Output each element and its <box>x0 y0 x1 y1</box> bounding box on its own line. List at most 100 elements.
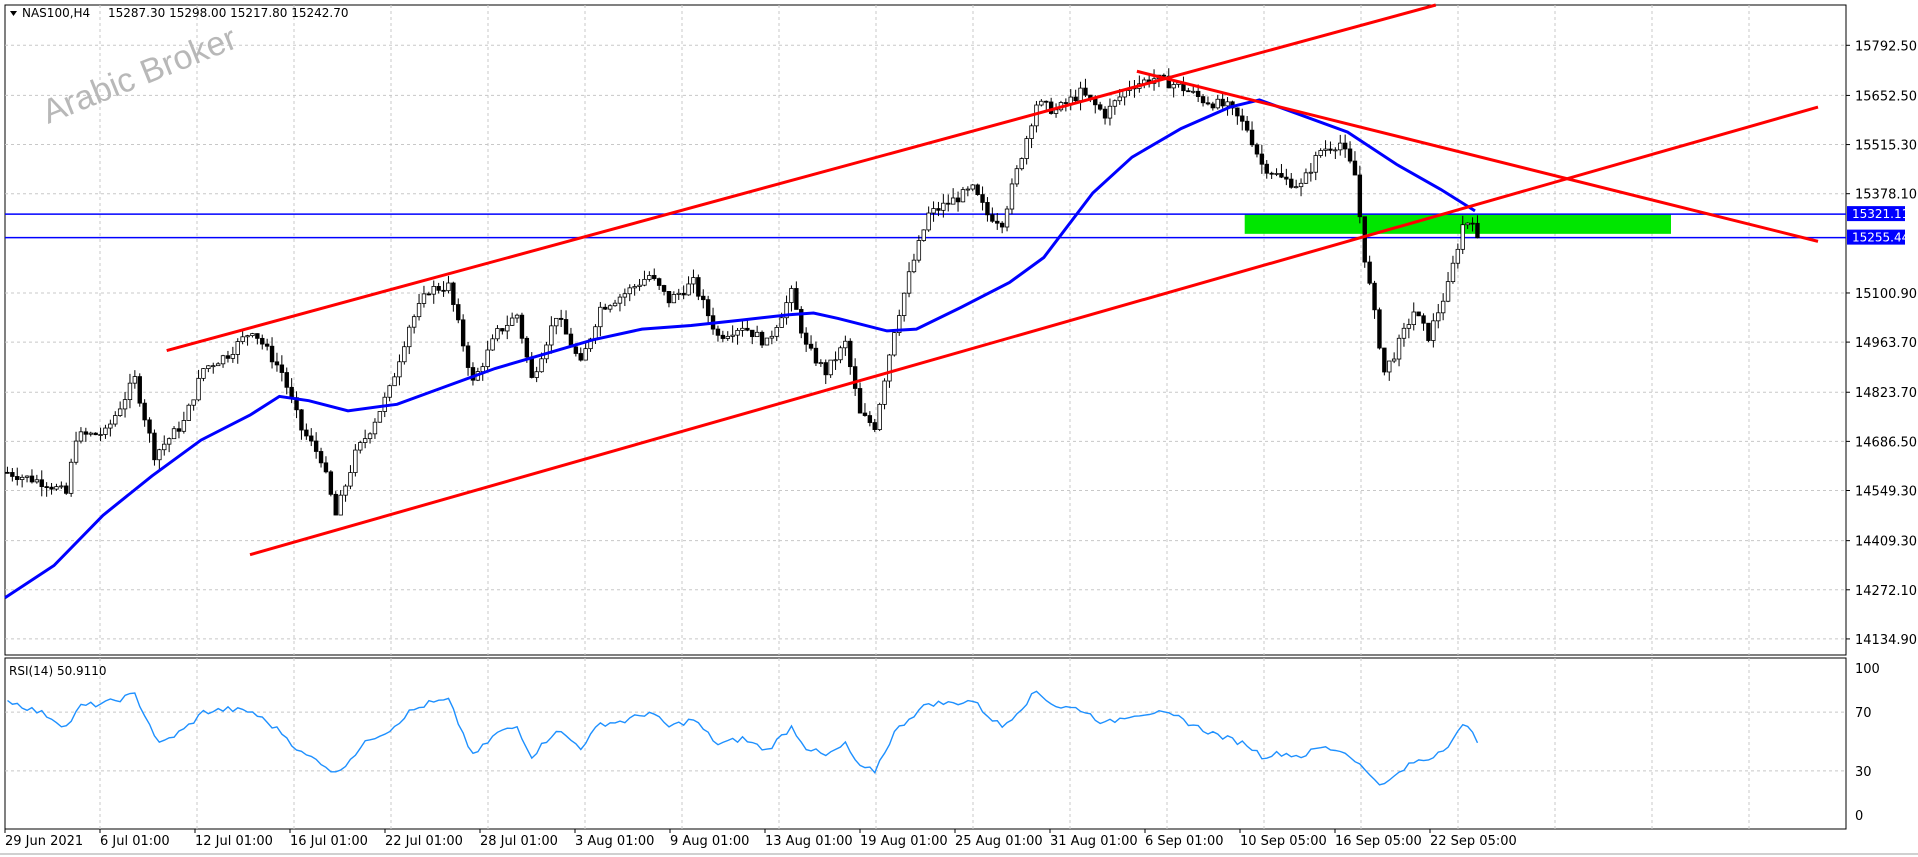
candle-body <box>931 208 936 214</box>
candle-body <box>701 295 706 301</box>
candle-body <box>622 293 628 298</box>
candle-body <box>1470 222 1475 225</box>
candle-body <box>49 486 54 490</box>
candle-body <box>108 423 113 429</box>
candle-body <box>1362 216 1367 263</box>
candle-body <box>274 361 280 366</box>
candle-body <box>950 197 956 205</box>
time-tick-label: 22 Jul 01:00 <box>385 834 463 849</box>
candle-body <box>132 376 138 384</box>
candle-body <box>573 346 579 354</box>
price-axis[interactable]: 15792.50 15652.50 15515.30 15378.10 15100.90… <box>1846 39 1917 648</box>
candle-body <box>735 329 740 336</box>
support-zone-rect[interactable] <box>1244 214 1671 234</box>
time-tick-label: 12 Jul 01:00 <box>195 834 273 849</box>
candle-body <box>774 327 779 337</box>
candle-body <box>926 212 931 231</box>
candle-body <box>1117 96 1122 102</box>
candle-body <box>534 371 539 378</box>
candle-body <box>833 359 838 362</box>
candle-body <box>862 412 868 416</box>
candle-body <box>642 278 647 286</box>
candle-body <box>720 334 726 339</box>
candle-body <box>68 461 74 494</box>
candle-body <box>549 325 554 346</box>
candle-body <box>784 302 789 319</box>
candle-body <box>1293 186 1299 189</box>
moving-average-line <box>4 98 1476 599</box>
candle-body <box>901 292 907 316</box>
candle-body <box>1225 101 1230 107</box>
candle-body <box>269 345 275 363</box>
candle-body <box>955 197 961 203</box>
candle-body <box>196 377 201 401</box>
rsi-label: RSI(14) 50.9110 <box>9 664 107 678</box>
candle-body <box>1004 208 1010 228</box>
candle-body <box>117 408 123 416</box>
candle-body <box>313 440 319 452</box>
candle-body <box>176 428 182 432</box>
candle-body <box>872 422 877 430</box>
candle-body <box>328 471 334 495</box>
candle-body <box>1284 176 1289 180</box>
candle-body <box>1274 173 1279 175</box>
candle-body <box>882 380 887 405</box>
time-tick-label: 3 Aug 01:00 <box>575 834 654 849</box>
candle-body <box>730 334 735 337</box>
candle-body <box>1210 103 1216 109</box>
candle-body <box>696 277 701 297</box>
candle-body <box>211 365 216 368</box>
candle-body <box>1014 168 1020 185</box>
candle-body <box>906 271 912 294</box>
candle-body <box>598 306 603 328</box>
candle-body <box>88 432 93 435</box>
candle-body <box>789 288 794 304</box>
candle-body <box>416 303 422 318</box>
time-tick-label: 13 Aug 01:00 <box>765 834 853 849</box>
candle-body <box>1102 108 1108 119</box>
candle-body <box>1044 100 1049 103</box>
trendline[interactable] <box>166 3 1437 353</box>
candle-body <box>127 382 133 401</box>
candle-body <box>220 355 226 365</box>
candle-body <box>725 335 730 339</box>
rsi-panel[interactable] <box>4 657 1847 830</box>
candle-body <box>250 333 255 337</box>
trendlines[interactable] <box>166 3 1819 557</box>
candle-body <box>632 286 637 289</box>
candle-body <box>666 291 672 304</box>
candle-body <box>1445 281 1451 302</box>
candle-body <box>323 462 329 473</box>
trendline[interactable] <box>249 105 1819 557</box>
price-tick-label: 15792.50 <box>1855 39 1917 54</box>
candle-body <box>264 343 270 347</box>
candle-body <box>1372 282 1377 311</box>
candle-body <box>362 438 368 443</box>
time-axis[interactable]: 29 Jun 2021 6 Jul 01:00 12 Jul 01:00 16 Jul… <box>4 829 1517 849</box>
time-tick-label: 28 Jul 01:00 <box>480 834 558 849</box>
candle-body <box>64 485 69 494</box>
price-tick-label: 15652.50 <box>1855 89 1917 104</box>
candle-body <box>838 347 843 361</box>
candle-body <box>1259 153 1265 165</box>
candle-body <box>740 327 745 331</box>
candle-body <box>103 427 108 435</box>
candle-body <box>705 299 711 317</box>
candle-body <box>607 305 613 310</box>
candle-body <box>887 354 892 382</box>
collapse-triangle-icon[interactable] <box>10 11 17 16</box>
candle-body <box>529 356 534 378</box>
candle-body <box>338 494 343 516</box>
candle-body <box>769 335 775 339</box>
candle-body <box>1391 358 1397 362</box>
candle-body <box>612 302 618 307</box>
candle-body <box>1024 138 1029 159</box>
ohlc-values: 15287.30 15298.00 15217.80 15242.70 <box>108 6 348 20</box>
candle-body <box>652 275 657 280</box>
trendline[interactable] <box>1136 69 1819 243</box>
price-panel[interactable] <box>4 4 1847 656</box>
candle-body <box>1279 173 1284 178</box>
candle-body <box>15 476 20 480</box>
price-tick-label: 14823.70 <box>1855 386 1917 401</box>
